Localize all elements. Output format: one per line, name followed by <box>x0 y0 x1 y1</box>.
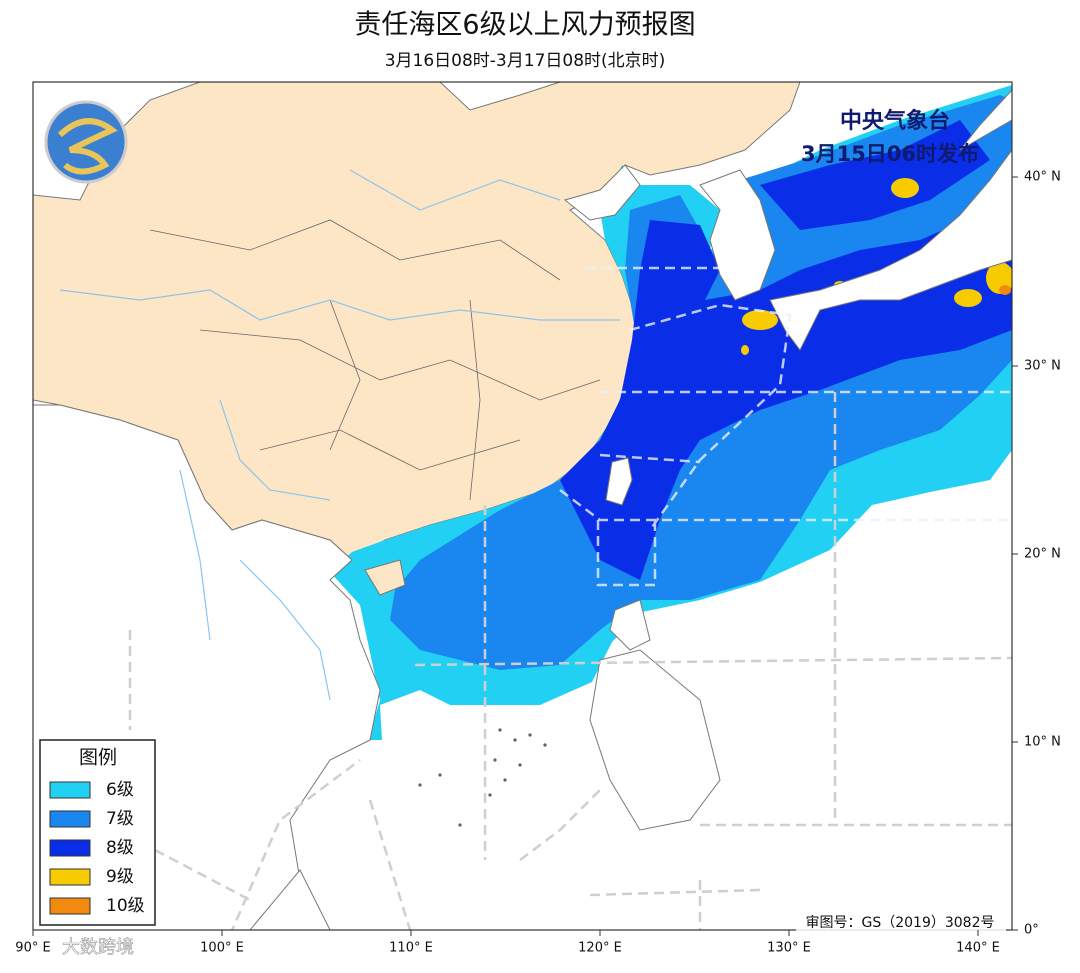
legend-swatch <box>49 868 91 886</box>
legend-label: 8级 <box>106 838 134 858</box>
lat-label: 0° <box>1024 923 1039 938</box>
issuer: 中央气象台 <box>840 108 950 134</box>
lat-label: 40° N <box>1024 170 1061 185</box>
lon-label: 130° E <box>767 941 811 956</box>
approval-number: 审图号：GS（2019）3082号 <box>806 915 995 931</box>
subtitle: 3月16日08时-3月17日08时(北京时) <box>385 51 666 71</box>
watermark: 大数跨境 <box>62 937 134 958</box>
lat-label: 20° N <box>1024 547 1061 562</box>
legend-label: 6级 <box>106 780 134 800</box>
legend-title: 图例 <box>79 747 117 769</box>
lon-label: 100° E <box>200 941 244 956</box>
sea-area-lines <box>128 266 1012 930</box>
lon-label: 90° E <box>15 941 50 956</box>
legend-swatch <box>49 781 91 799</box>
title: 责任海区6级以上风力预报图 <box>354 10 695 41</box>
lon-label: 140° E <box>956 941 1000 956</box>
lon-label: 110° E <box>389 941 433 956</box>
logo <box>44 100 128 184</box>
legend-swatch <box>49 810 91 828</box>
lon-label: 120° E <box>578 941 622 956</box>
legend: 图例 6级 7级 8级 9级 10级 <box>39 739 156 926</box>
legend-label: 10级 <box>106 896 145 916</box>
legend-swatch <box>49 839 91 857</box>
legend-label: 9级 <box>106 867 134 887</box>
issue-time: 3月15日06时发布 <box>801 142 979 166</box>
lat-label: 10° N <box>1024 735 1061 750</box>
map-frame <box>32 81 1013 931</box>
legend-label: 7级 <box>106 809 134 829</box>
lat-label: 30° N <box>1024 359 1061 374</box>
map-area <box>33 82 1012 930</box>
legend-swatch <box>49 897 91 915</box>
